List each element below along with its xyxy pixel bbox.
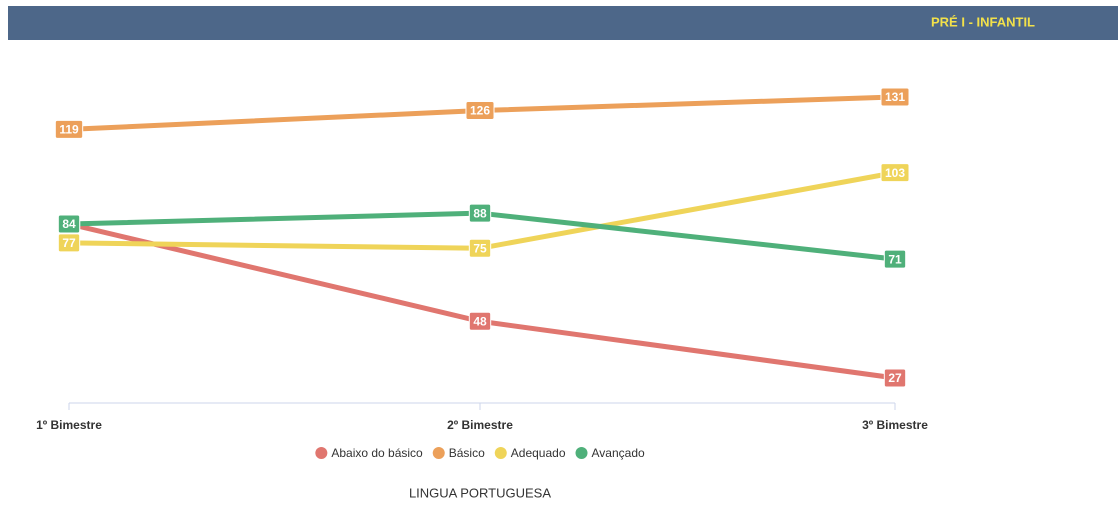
data-label-text: 71 xyxy=(888,252,902,266)
data-label: 75 xyxy=(468,238,492,258)
data-label-text: 88 xyxy=(473,206,487,220)
data-label: 88 xyxy=(468,203,492,223)
legend-swatch xyxy=(432,447,445,459)
data-label-bg xyxy=(57,233,81,253)
legend: Abaixo do básico Básico Adequado Avançado xyxy=(315,446,645,460)
data-label-bg xyxy=(468,203,492,223)
x-tick-label: 2º Bimestre xyxy=(447,418,513,432)
data-label: 131 xyxy=(880,87,910,107)
legend-swatch xyxy=(575,447,588,459)
x-tick-label: 3º Bimestre xyxy=(862,418,928,432)
data-label-bg xyxy=(468,238,492,258)
data-label: 27 xyxy=(883,368,907,388)
data-label-text: 119 xyxy=(59,123,79,137)
data-label-bg xyxy=(880,87,910,107)
data-label: 119 xyxy=(54,119,84,139)
data-label-bg xyxy=(57,214,81,234)
data-label-text: 48 xyxy=(473,314,487,328)
data-label: 48 xyxy=(468,311,492,331)
x-tick-label: 1º Bimestre xyxy=(36,418,102,432)
legend-label: Avançado xyxy=(592,446,645,460)
legend-label: Adequado xyxy=(511,446,566,460)
legend-swatch xyxy=(494,447,507,459)
data-label-text: 27 xyxy=(888,371,902,385)
data-label: 103 xyxy=(880,163,910,183)
data-label-bg xyxy=(465,101,495,121)
header-bar xyxy=(8,6,1118,40)
data-label-bg xyxy=(54,119,84,139)
data-label-text: 126 xyxy=(470,104,490,118)
data-label-text: 131 xyxy=(885,90,905,104)
legend-swatch xyxy=(315,447,328,459)
data-label-bg xyxy=(880,163,910,183)
data-label: 126 xyxy=(465,101,495,121)
data-label: 77 xyxy=(57,233,81,253)
data-label-text: 103 xyxy=(885,166,905,180)
data-label-bg xyxy=(883,368,907,388)
data-label-bg xyxy=(468,311,492,331)
legend-label: Básico xyxy=(449,446,485,460)
data-label-text: 77 xyxy=(62,236,76,250)
header-title: PRÉ I - INFANTIL xyxy=(931,14,1035,29)
data-label-text: 84 xyxy=(62,217,76,231)
data-label-text: 75 xyxy=(473,241,487,255)
x-axis-title: LINGUA PORTUGUESA xyxy=(409,485,551,500)
data-label: 84 xyxy=(57,214,81,234)
legend-label: Abaixo do básico xyxy=(331,446,423,460)
data-label-bg xyxy=(883,249,907,269)
data-label: 71 xyxy=(883,249,907,269)
